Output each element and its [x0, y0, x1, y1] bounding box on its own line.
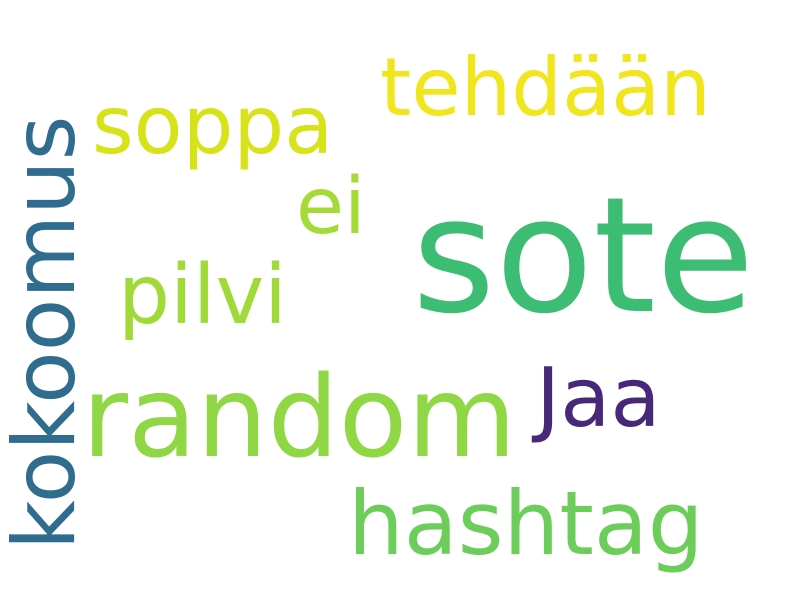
word-random: random — [82, 353, 517, 483]
word-pilvi: pilvi — [118, 248, 287, 343]
word-sote: sote — [412, 162, 755, 349]
word-soppa: soppa — [92, 79, 334, 172]
word-jaa: Jaa — [536, 351, 661, 446]
word-tehdaan: tehdään — [380, 41, 711, 134]
word-kokoomus: kokoomus — [0, 115, 95, 550]
word-ei: ei — [296, 162, 366, 252]
word-hashtag: hashtag — [348, 472, 704, 575]
